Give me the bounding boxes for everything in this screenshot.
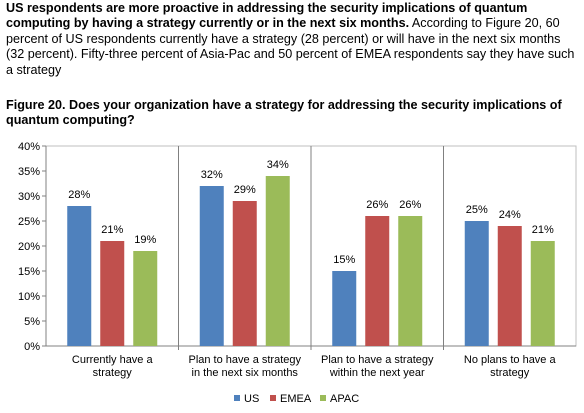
legend-swatch-emea: [270, 395, 276, 401]
bar-emea: [232, 201, 257, 346]
y-tick-label: 25%: [18, 216, 40, 228]
category-label: Plan to have a strategy: [188, 354, 301, 366]
y-tick-label: 5%: [24, 316, 40, 328]
legend-label-emea: EMEA: [280, 393, 312, 405]
bar-us: [464, 221, 489, 346]
y-tick-label: 30%: [18, 191, 40, 203]
category-label: Currently have a: [72, 354, 154, 366]
intro-paragraph: US respondents are more proactive in add…: [6, 1, 578, 78]
legend-label-apac: APAC: [330, 393, 359, 405]
data-label: 32%: [201, 169, 223, 181]
intro-bold: US respondents are more proactive in add…: [6, 1, 528, 31]
data-label: 25%: [466, 204, 488, 216]
legend-swatch-apac: [320, 395, 326, 401]
y-tick-label: 15%: [18, 266, 40, 278]
data-label: 15%: [333, 254, 355, 266]
category-label: within the next year: [329, 367, 425, 379]
y-tick-label: 35%: [18, 166, 40, 178]
y-tick-label: 20%: [18, 241, 40, 253]
data-label: 29%: [234, 184, 256, 196]
bar-apac: [133, 251, 158, 346]
figure-title: Figure 20. Does your organization have a…: [6, 98, 562, 128]
legend-label-us: US: [244, 393, 259, 405]
bar-emea: [497, 226, 522, 346]
category-label: No plans to have a: [464, 354, 557, 366]
data-label: 21%: [101, 224, 123, 236]
data-label: 28%: [68, 189, 90, 201]
bar-us: [332, 271, 357, 346]
category-label: in the next six months: [192, 367, 299, 379]
bar-us: [199, 186, 224, 346]
legend-swatch-us: [234, 395, 240, 401]
y-tick-label: 0%: [24, 341, 40, 353]
y-tick-label: 40%: [18, 141, 40, 153]
data-label: 19%: [134, 234, 156, 246]
intro-text: According to Figure 20, 60 percent of US…: [6, 16, 575, 77]
data-label: 34%: [267, 159, 289, 171]
bar-us: [67, 206, 92, 346]
bar-apac: [398, 216, 423, 346]
category-label: strategy: [93, 367, 133, 379]
data-label: 21%: [532, 224, 554, 236]
data-label: 26%: [366, 199, 388, 211]
bar-emea: [100, 241, 125, 346]
bar-apac: [265, 176, 290, 346]
category-label: strategy: [490, 367, 530, 379]
data-label: 26%: [399, 199, 421, 211]
bar-emea: [365, 216, 390, 346]
bar-apac: [530, 241, 555, 346]
data-label: 24%: [499, 209, 521, 221]
y-tick-label: 10%: [18, 291, 40, 303]
category-label: Plan to have a strategy: [321, 354, 434, 366]
